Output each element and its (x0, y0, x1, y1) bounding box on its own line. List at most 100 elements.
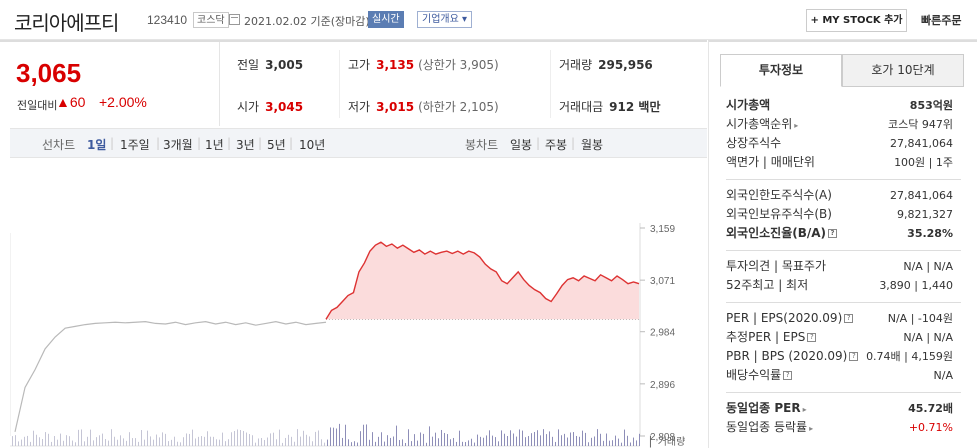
volume-bar (369, 439, 370, 446)
open-price: 시가 3,045 (237, 100, 304, 114)
volume-bar (27, 435, 28, 446)
volume-bar (321, 439, 322, 446)
volume-bar (477, 434, 478, 446)
help-icon[interactable]: ? (807, 333, 817, 342)
arrow-right-icon: ▸ (809, 424, 814, 433)
volume-bar (468, 440, 469, 446)
candle-chart-label: 봉차트 (465, 138, 499, 152)
volume-bar (432, 436, 433, 446)
volume-bar (93, 440, 94, 446)
stock-code: 123410 (147, 13, 188, 27)
volume-bar (453, 437, 454, 446)
volume-bar (153, 439, 154, 446)
shares-row: 상장주식수 27,841,064 (726, 136, 953, 150)
volume-bar (141, 430, 142, 446)
volume-bar (480, 436, 481, 446)
quote-panel: 3,065 전일대비 ▲60 +2.00% 전일 3,005 고가 3,135 (상한… (0, 40, 707, 448)
volume-bar (402, 439, 403, 446)
volume-bar (39, 437, 40, 446)
stock-name: 코리아에프티 (14, 11, 119, 35)
price-block: 3,065 전일대비 ▲60 +2.00% (0, 42, 220, 126)
volume-bar (471, 438, 472, 446)
volume-bar (597, 429, 598, 446)
volume-bar (516, 436, 517, 446)
realtime-button[interactable]: 실시간 (368, 11, 404, 28)
volume-bar (525, 437, 526, 446)
volume-bar (510, 430, 511, 446)
volume-bar (204, 436, 205, 446)
help-icon[interactable]: ? (844, 314, 854, 323)
volume-bar (408, 429, 409, 446)
volume-bar (24, 436, 25, 446)
volume-bar (564, 433, 565, 446)
tab-orderbook-10[interactable]: 호가 10단계 (842, 54, 964, 87)
volume-bar (111, 429, 112, 446)
volume-bar (339, 423, 340, 446)
period-3y[interactable]: 3년 (236, 138, 255, 152)
candle-daily[interactable]: 일봉 (510, 138, 533, 152)
period-3m[interactable]: 3개월 (163, 138, 193, 152)
my-stock-add-button[interactable]: + MY STOCK 추가 (806, 9, 907, 32)
volume-bar (306, 434, 307, 446)
candle-monthly[interactable]: 월봉 (581, 138, 604, 152)
period-1y[interactable]: 1년 (205, 138, 224, 152)
volume-bar (507, 436, 508, 446)
volume-bar (393, 436, 394, 446)
y-tick-label: 2,896 (650, 380, 675, 391)
volume-bar (576, 435, 577, 446)
volume-bar (465, 442, 466, 446)
volume-bar (318, 430, 319, 446)
volume-bar (606, 433, 607, 446)
volume-bar (270, 433, 271, 446)
volume-bar (309, 436, 310, 446)
volume-bar (504, 433, 505, 446)
volume-bar (582, 430, 583, 446)
volume-bar (588, 442, 589, 446)
period-10y[interactable]: 10년 (299, 138, 326, 152)
week52-row: 52주최고 | 최저 3,890 | 1,440 (726, 278, 953, 292)
volume-bar (438, 438, 439, 446)
volume-bar (573, 432, 574, 446)
price-change: ▲60 (56, 94, 86, 110)
help-icon[interactable]: ? (828, 229, 838, 238)
volume-bar (213, 436, 214, 446)
low-price: 저가 3,015 (하한가 2,105) (348, 100, 499, 114)
candle-weekly[interactable]: 주봉 (545, 138, 568, 152)
volume-bar (543, 429, 544, 446)
volume-bar (435, 432, 436, 446)
company-overview-dropdown[interactable]: 기업개요 ▾ (417, 11, 472, 28)
period-1w[interactable]: 1주일 (120, 138, 150, 152)
volume-bar (285, 437, 286, 446)
volume-bar (120, 435, 121, 446)
volume-bar (627, 435, 628, 446)
tab-investment-info[interactable]: 투자정보 (720, 54, 842, 87)
volume-bar (372, 432, 373, 446)
volume-bar (615, 435, 616, 446)
volume-bar (81, 429, 82, 446)
volume-bar (225, 441, 226, 446)
prev-compare-label: 전일대비 (17, 99, 58, 112)
volume-bar (54, 436, 55, 446)
volume-bar (492, 435, 493, 446)
period-5y[interactable]: 5년 (267, 138, 286, 152)
volume-bar (21, 439, 22, 446)
volume-bar (156, 434, 157, 446)
volume-bar (162, 432, 163, 446)
volume-bar (474, 442, 475, 446)
volume-bar (129, 432, 130, 446)
quick-order-link[interactable]: 빠른주문 (921, 14, 962, 27)
volume-bar (42, 439, 43, 446)
foreign-ratio-row: 외국인소진율(B/A)? 35.28% (726, 226, 953, 240)
help-icon[interactable]: ? (849, 352, 859, 361)
foreign-hold-row: 외국인보유주식수(B) 9,821,327 (726, 207, 953, 221)
period-1d[interactable]: 1일 (87, 138, 107, 152)
volume-bar (147, 430, 148, 446)
volume-bar (456, 441, 457, 446)
help-icon[interactable]: ? (783, 371, 793, 380)
volume-bar (243, 430, 244, 446)
volume-bar (540, 435, 541, 446)
volume-bar (258, 438, 259, 446)
volume-bar (63, 440, 64, 446)
volume-bar (609, 440, 610, 446)
volume-bar (183, 437, 184, 446)
